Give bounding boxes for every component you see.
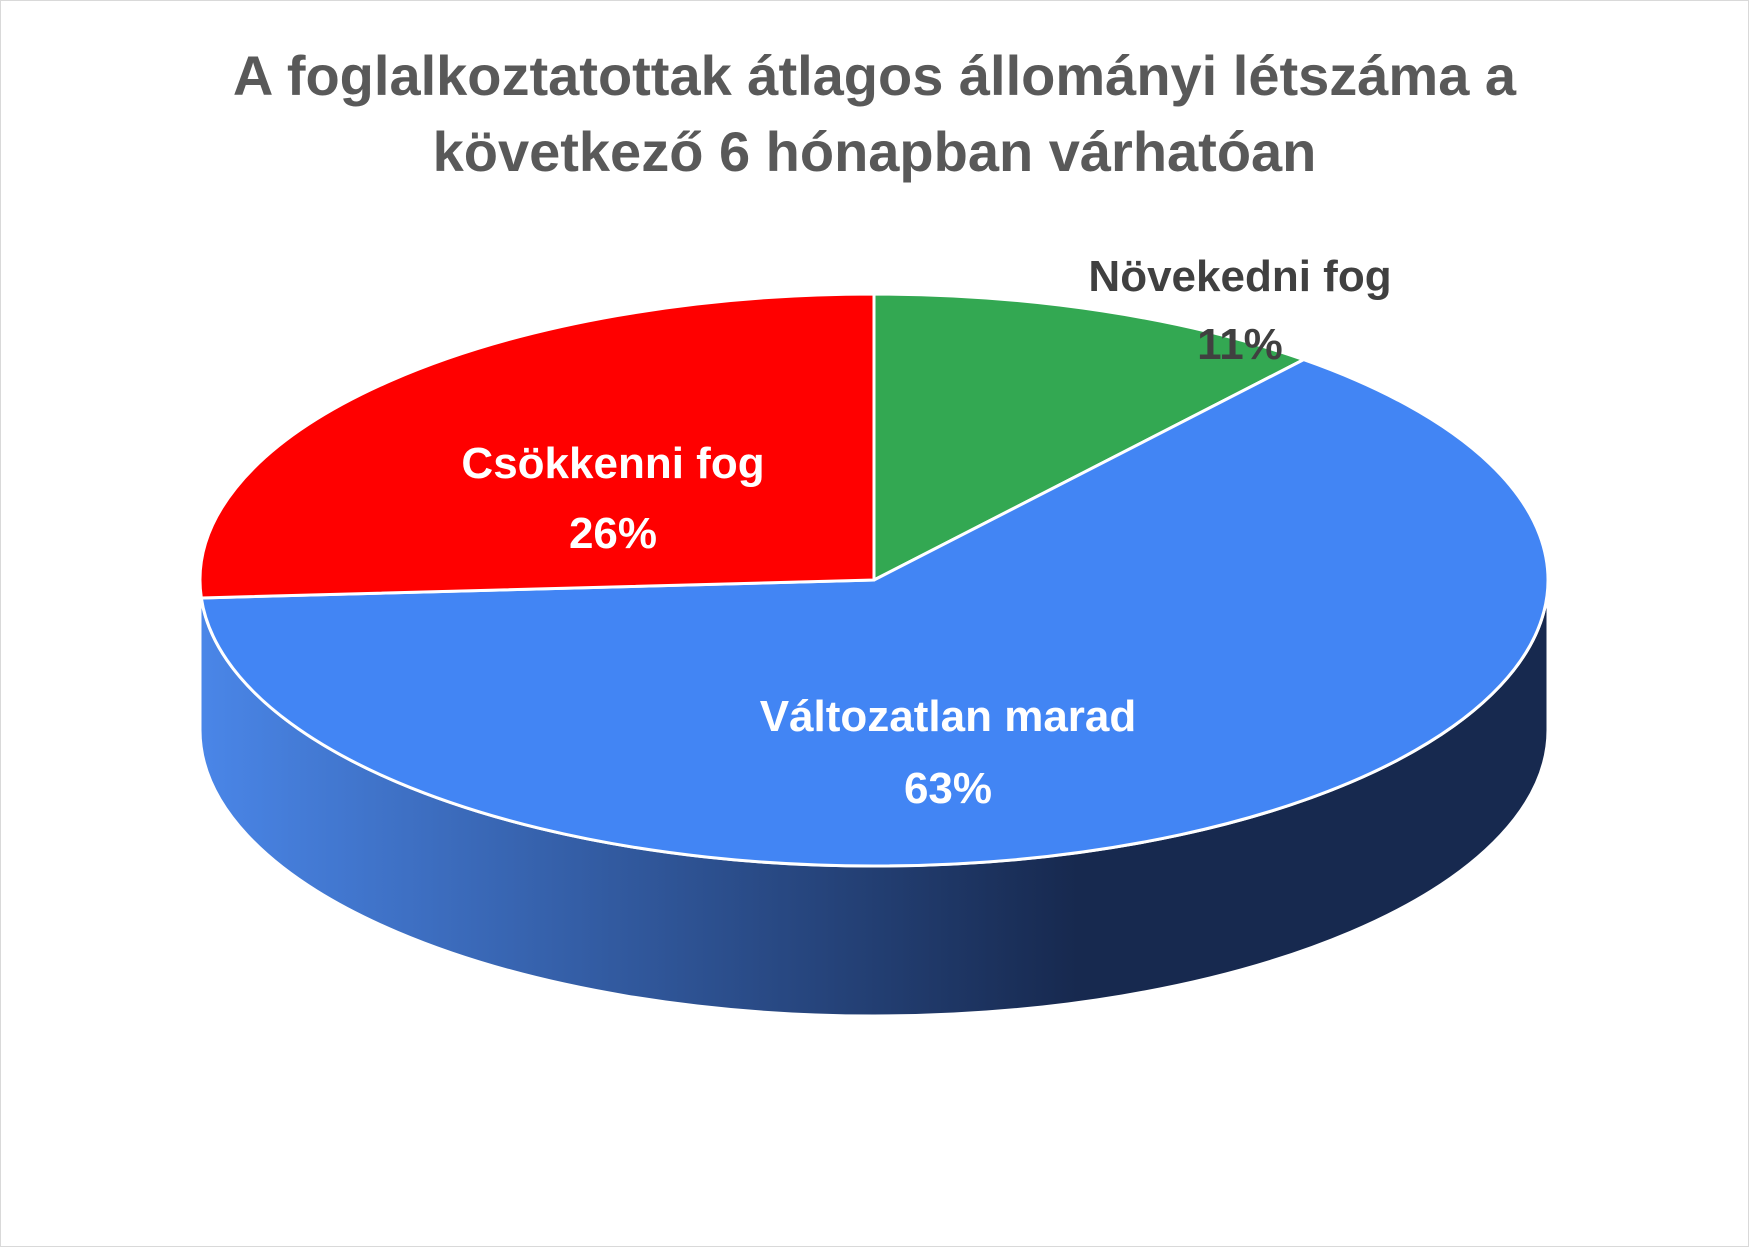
pie-slice-valtozatlan-marad xyxy=(199,358,1550,868)
slice-value-label-novekedni-fog: 11% xyxy=(1197,320,1283,369)
slice-category-label-valtozatlan-marad: Változatlan marad xyxy=(760,692,1137,741)
chart-title-line-2: következő 6 hónapban várhatóan xyxy=(432,120,1317,183)
slice-value-label-valtozatlan-marad: 63% xyxy=(904,764,992,813)
chart-title-line-1: A foglalkoztatottak átlagos állományi lé… xyxy=(232,44,1517,107)
pie-slice-novekedni-fog xyxy=(872,292,1306,582)
pie-slice-csokkenni-fog xyxy=(198,292,876,600)
slice-category-label-novekedni-fog: Növekedni fog xyxy=(1088,252,1391,301)
slice-category-label-csokkenni-fog: Csökkenni fog xyxy=(461,439,764,488)
chart-title: A foglalkoztatottak átlagos állományi lé… xyxy=(0,38,1749,190)
slice-value-label-csokkenni-fog: 26% xyxy=(569,509,657,558)
